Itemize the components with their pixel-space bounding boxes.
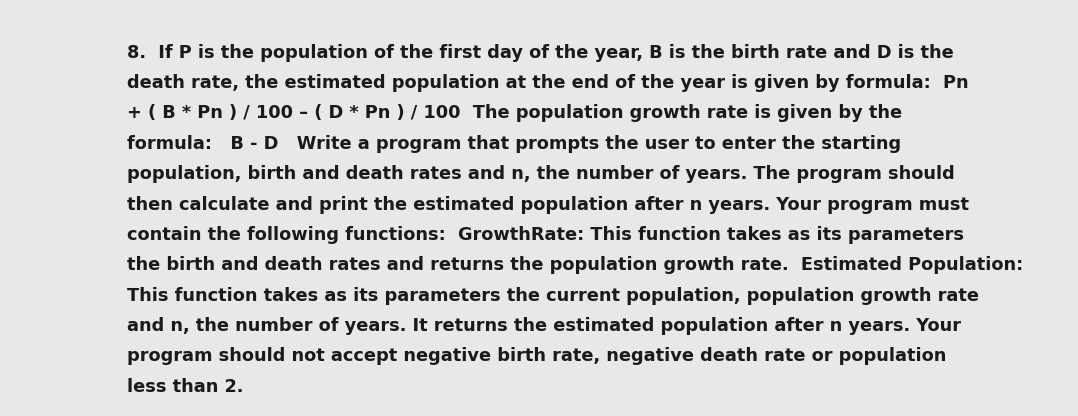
Text: contain the following functions:  GrowthRate: This function takes as its paramet: contain the following functions: GrowthR… — [127, 226, 964, 244]
Text: death rate, the estimated population at the end of the year is given by formula:: death rate, the estimated population at … — [127, 74, 969, 92]
Text: less than 2.: less than 2. — [127, 378, 244, 396]
Text: formula:   B - D   Write a program that prompts the user to enter the starting: formula: B - D Write a program that prom… — [127, 135, 901, 153]
Text: the birth and death rates and returns the population growth rate.  Estimated Pop: the birth and death rates and returns th… — [127, 256, 1023, 274]
Text: then calculate and print the estimated population after n years. Your program mu: then calculate and print the estimated p… — [127, 196, 969, 213]
Text: population, birth and death rates and n, the number of years. The program should: population, birth and death rates and n,… — [127, 165, 955, 183]
Text: and n, the number of years. It returns the estimated population after n years. Y: and n, the number of years. It returns t… — [127, 317, 962, 335]
Text: This function takes as its parameters the current population, population growth : This function takes as its parameters th… — [127, 287, 979, 305]
Text: 8.  If P is the population of the first day of the year, B is the birth rate and: 8. If P is the population of the first d… — [127, 44, 954, 62]
Text: program should not accept negative birth rate, negative death rate or population: program should not accept negative birth… — [127, 347, 946, 365]
Text: + ( B * Pn ) / 100 – ( D * Pn ) / 100  The population growth rate is given by th: + ( B * Pn ) / 100 – ( D * Pn ) / 100 Th… — [127, 104, 902, 122]
